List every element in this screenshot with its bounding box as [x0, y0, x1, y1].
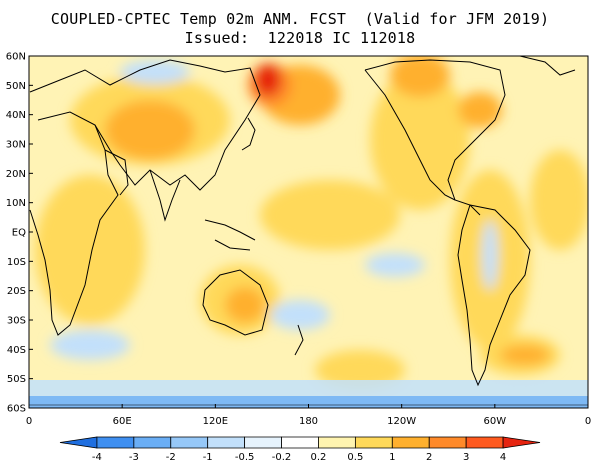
colorbar-swatch [281, 436, 319, 449]
lat-label: 20N [6, 169, 26, 180]
colorbar-label: -0.5 [235, 452, 255, 463]
colorbar-label: 0.5 [347, 452, 363, 463]
lat-label: 60S [7, 404, 26, 415]
colorbar-swatch [207, 436, 246, 449]
lon-label: 120E [203, 416, 228, 427]
lat-label: 10S [7, 257, 26, 268]
colorbar-swatch [354, 436, 393, 449]
colorbar-label: 1 [389, 452, 395, 463]
colorbar-swatch [502, 436, 541, 449]
chart-title: COUPLED-CPTEC Temp 02m ANM. FCST (Valid … [50, 10, 550, 28]
lat-label: 20S [7, 286, 26, 297]
colorbar-label: -0.2 [272, 452, 292, 463]
colorbar-swatch [133, 436, 172, 449]
lon-label: 0 [585, 416, 591, 427]
lat-label: 30S [7, 316, 26, 327]
colorbar-swatch [428, 436, 467, 449]
lat-label: 40N [6, 110, 26, 121]
lon-label: 60E [113, 416, 132, 427]
colorbar-label: -2 [166, 452, 176, 463]
colorbar-swatch [59, 436, 98, 449]
lat-label: 10N [6, 198, 26, 209]
chart-issued-line: Issued: 122018 IC 112018 [184, 29, 416, 47]
lat-label: 30N [6, 140, 26, 151]
lon-label: 0 [26, 416, 32, 427]
colorbar-swatch [465, 436, 504, 449]
anomaly-field [29, 56, 588, 408]
longitude-axis: 0 60E 120E 180 120W 60W 0 [26, 404, 591, 427]
latitude-axis: 60N 50N 40N 30N 20N 10N EQ 10S 20S 30S 40S 50S 60S [6, 52, 33, 415]
colorbar: -4 -3 -2 -1 -0.5 -0.2 0.2 0.5 1 2 3 4 [59, 436, 541, 463]
colorbar-label: 3 [463, 452, 469, 463]
lat-label: 40S [7, 345, 26, 356]
lon-label: 120W [387, 416, 416, 427]
lon-label: 60W [484, 416, 507, 427]
lon-label: 180 [299, 416, 318, 427]
colorbar-swatch [170, 436, 209, 449]
colorbar-label: 2 [426, 452, 432, 463]
lat-label: 50S [7, 374, 26, 385]
colorbar-label: -3 [129, 452, 139, 463]
colorbar-label: -1 [203, 452, 213, 463]
lat-label: EQ [12, 228, 26, 239]
colorbar-label: 4 [500, 452, 506, 463]
colorbar-swatch [96, 436, 135, 449]
colorbar-label: -4 [92, 452, 102, 463]
colorbar-swatch [391, 436, 430, 449]
lat-label: 50N [6, 81, 26, 92]
lat-label: 60N [6, 52, 26, 63]
colorbar-label: 0.2 [311, 452, 327, 463]
colorbar-swatch [244, 436, 282, 449]
colorbar-swatch [318, 436, 356, 449]
